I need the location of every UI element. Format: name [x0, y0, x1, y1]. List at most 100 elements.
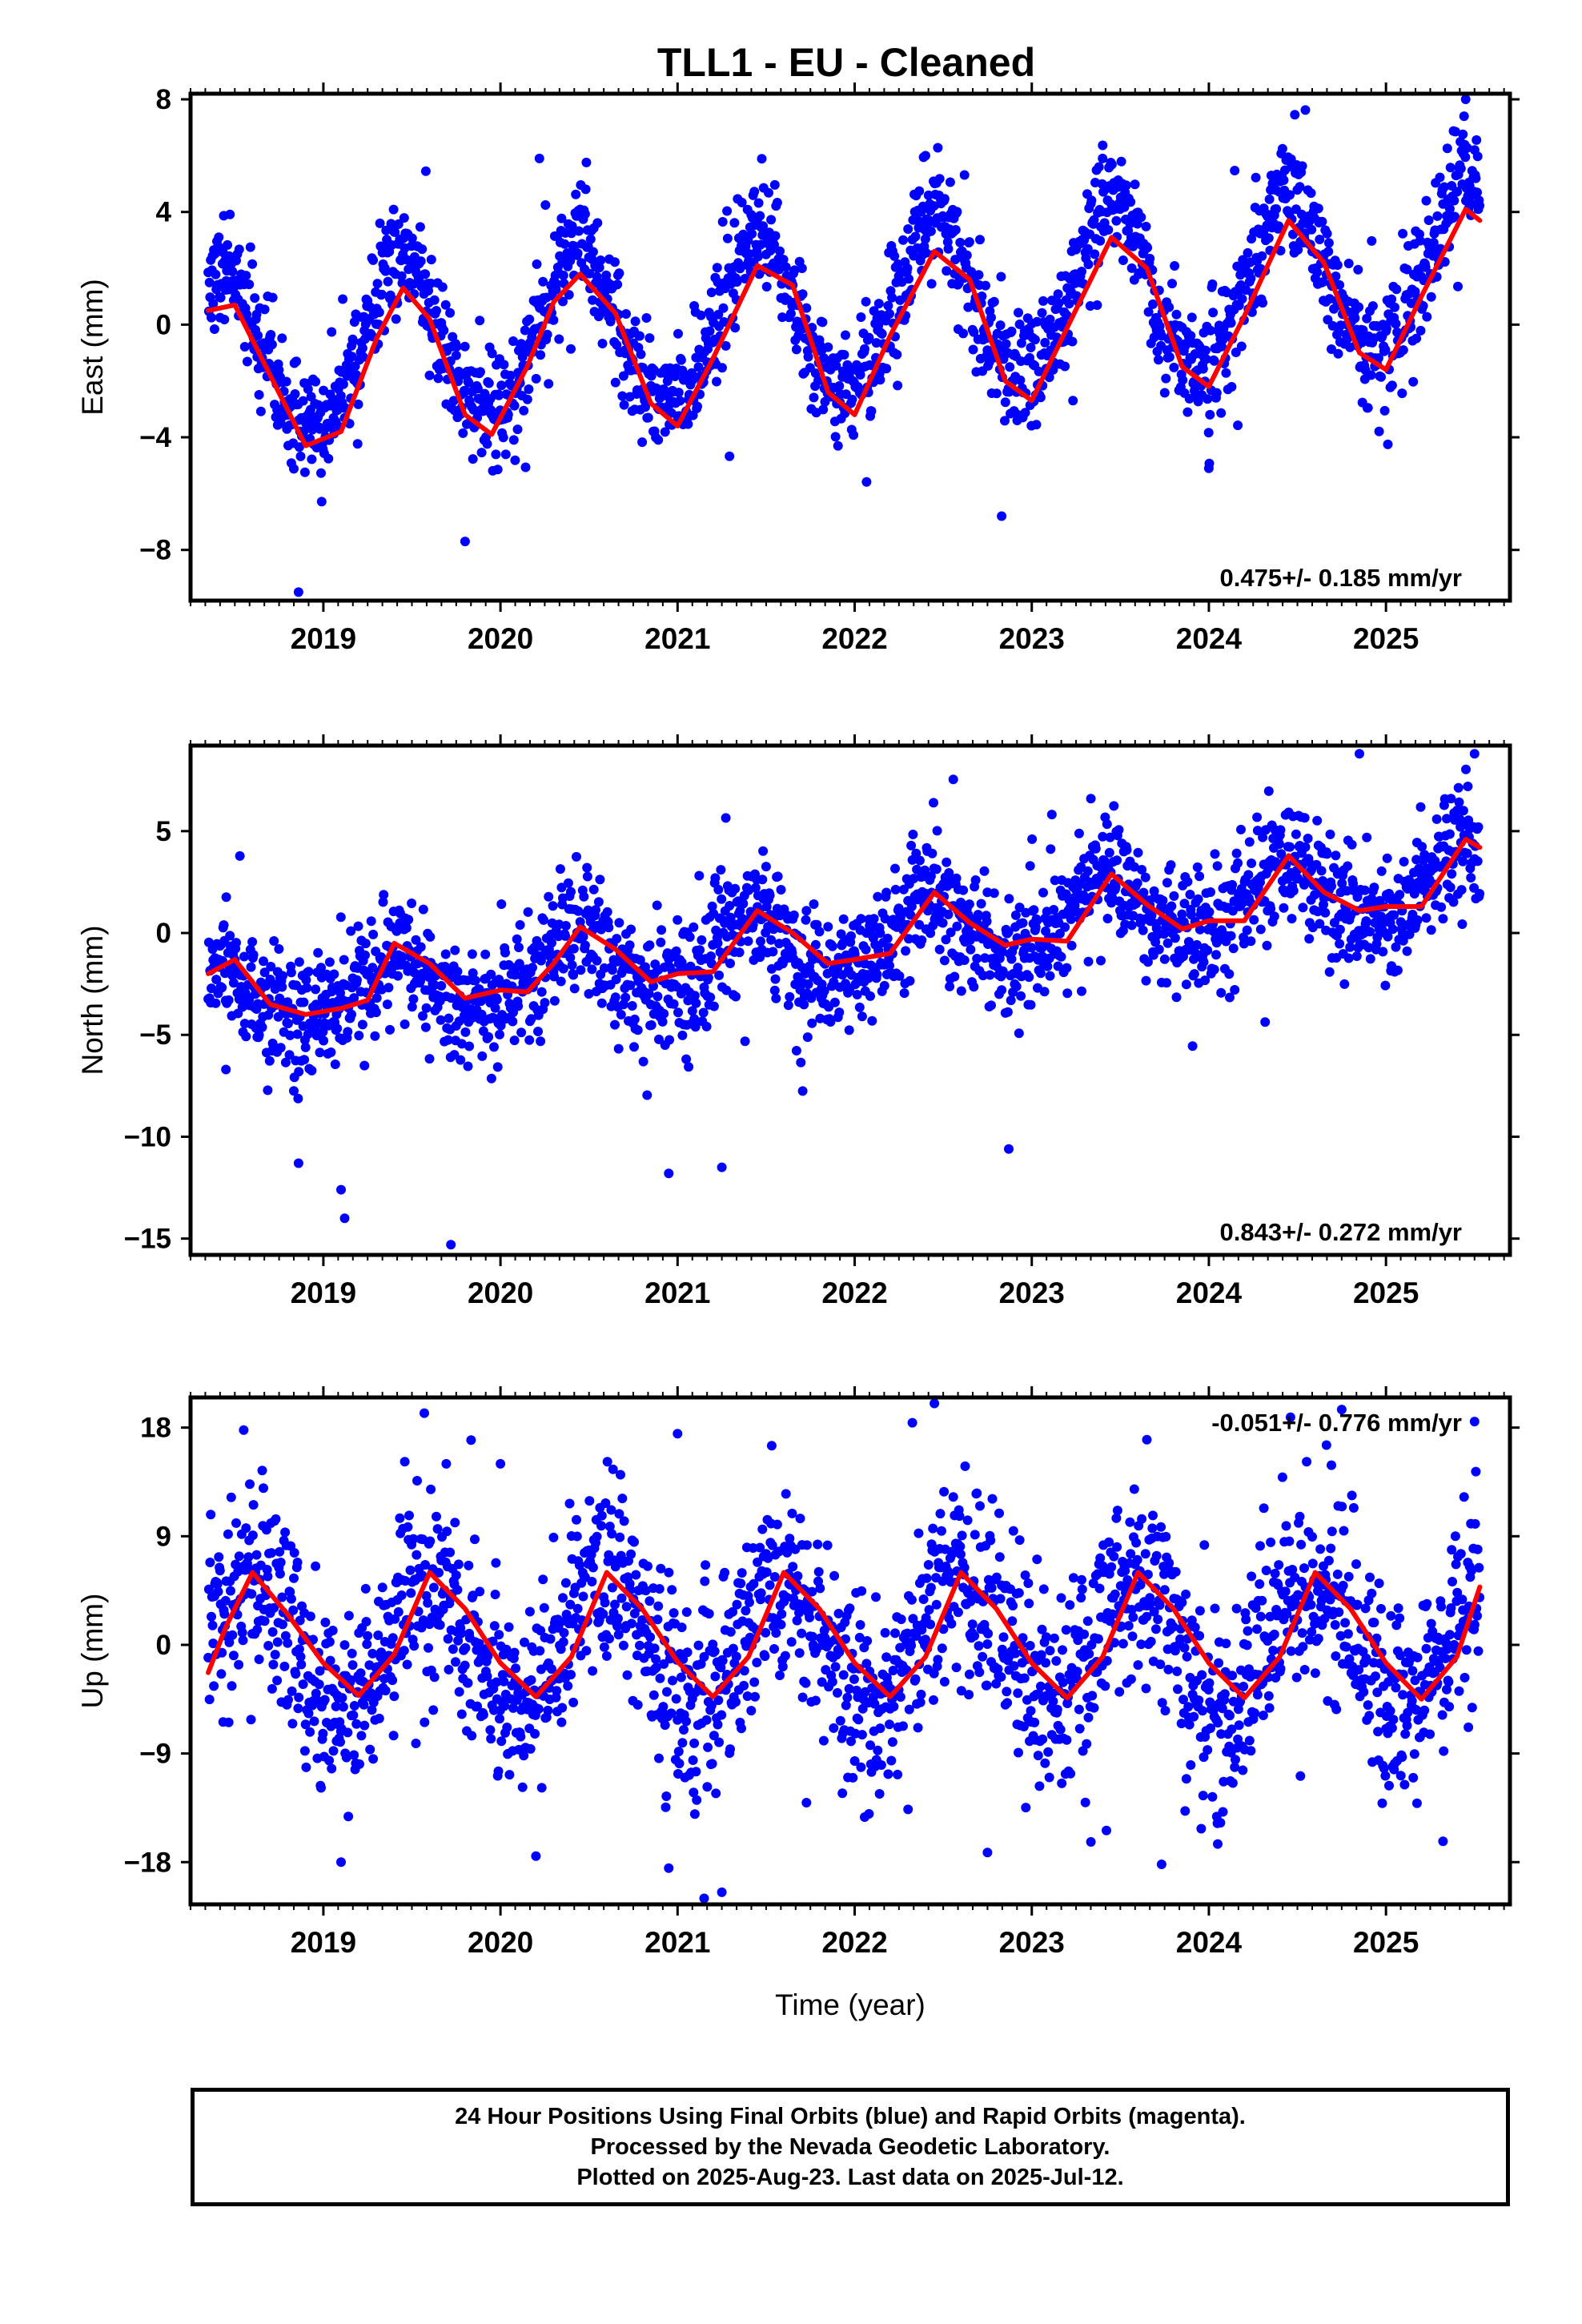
data-point: [1167, 279, 1177, 289]
data-point: [758, 846, 769, 856]
data-point: [496, 380, 507, 391]
data-point: [349, 993, 359, 1003]
data-point: [1391, 942, 1401, 952]
data-point: [604, 923, 614, 933]
data-point: [985, 970, 995, 980]
data-point: [257, 1466, 267, 1476]
data-point: [360, 950, 370, 960]
data-point: [1291, 829, 1301, 839]
data-point: [1054, 298, 1064, 308]
data-point-outlier: [1460, 94, 1471, 104]
data-point: [318, 1728, 328, 1739]
data-point: [292, 1558, 303, 1567]
data-point: [1378, 947, 1388, 957]
data-point: [1037, 308, 1047, 318]
data-point: [629, 1014, 640, 1024]
data-point: [1415, 802, 1426, 812]
data-point: [1445, 883, 1456, 892]
data-point: [1006, 995, 1016, 1006]
data-point: [712, 263, 722, 273]
data-point: [319, 1695, 330, 1705]
data-point: [295, 451, 306, 461]
data-point: [713, 884, 724, 895]
data-point: [958, 885, 969, 895]
data-point: [292, 1029, 303, 1039]
data-point: [607, 965, 617, 975]
data-point: [351, 1719, 362, 1729]
data-point: [454, 1687, 464, 1697]
data-point: [641, 313, 652, 323]
data-point: [592, 955, 602, 966]
plot-frame: [188, 743, 1512, 1257]
data-point: [612, 279, 623, 290]
data-point: [1006, 954, 1017, 964]
data-point: [489, 1042, 499, 1052]
data-point: [1170, 261, 1180, 271]
data-point: [291, 1669, 301, 1679]
data-point: [420, 1560, 431, 1570]
data-point: [997, 985, 1007, 995]
data-point: [1466, 873, 1476, 883]
data-point: [662, 376, 673, 386]
data-point: [531, 373, 541, 384]
data-point: [359, 1720, 370, 1731]
data-point: [580, 209, 590, 219]
data-point: [380, 266, 391, 276]
data-point: [594, 263, 604, 273]
data-point: [1034, 366, 1044, 376]
data-point: [1333, 348, 1343, 359]
data-point: [1064, 299, 1074, 309]
data-point: [523, 907, 533, 917]
data-point: [1332, 260, 1343, 270]
data-point: [445, 1547, 456, 1558]
data-point: [475, 316, 485, 326]
data-point: [1313, 907, 1323, 917]
data-point: [555, 864, 565, 875]
data-point: [632, 1025, 643, 1035]
data-point: [207, 1611, 216, 1622]
data-point: [1166, 860, 1176, 870]
data-point: [942, 857, 952, 867]
data-point: [807, 1018, 817, 1028]
data-point: [259, 1483, 268, 1494]
data-point: [212, 1579, 223, 1590]
data-point: [689, 1014, 700, 1024]
data-point: [926, 279, 937, 289]
data-point: [737, 197, 747, 207]
data-point: [315, 1047, 325, 1058]
data-point: [827, 941, 837, 951]
data-point: [439, 325, 449, 336]
data-point: [1212, 861, 1223, 871]
data-point: [421, 1003, 432, 1013]
data-point: [789, 265, 800, 275]
data-point: [809, 392, 819, 403]
data-point: [250, 293, 260, 304]
data-point: [298, 396, 308, 406]
data-point: [1171, 992, 1182, 1003]
data-point: [324, 957, 335, 967]
data-point: [914, 919, 925, 930]
data-point: [1016, 338, 1026, 348]
data-point: [301, 419, 311, 429]
data-point: [652, 900, 662, 911]
data-point: [246, 1715, 256, 1725]
data-point: [205, 1558, 215, 1567]
data-point: [1031, 420, 1042, 430]
data-point: [391, 926, 402, 936]
data-point: [532, 259, 542, 269]
data-point: [335, 1737, 345, 1747]
data-point: [976, 899, 986, 909]
data-point: [1137, 865, 1147, 875]
data-point: [576, 965, 586, 975]
data-point: [1162, 978, 1172, 988]
data-point: [1062, 988, 1073, 999]
data-point: [613, 1043, 624, 1054]
data-point: [1130, 179, 1140, 190]
data-point-outlier: [997, 511, 1007, 521]
y-tick-label: −8: [139, 535, 171, 566]
data-point: [1422, 312, 1432, 322]
data-point: [339, 955, 349, 965]
data-point: [657, 1016, 668, 1027]
data-point: [1045, 971, 1055, 981]
data-point: [464, 1560, 474, 1570]
